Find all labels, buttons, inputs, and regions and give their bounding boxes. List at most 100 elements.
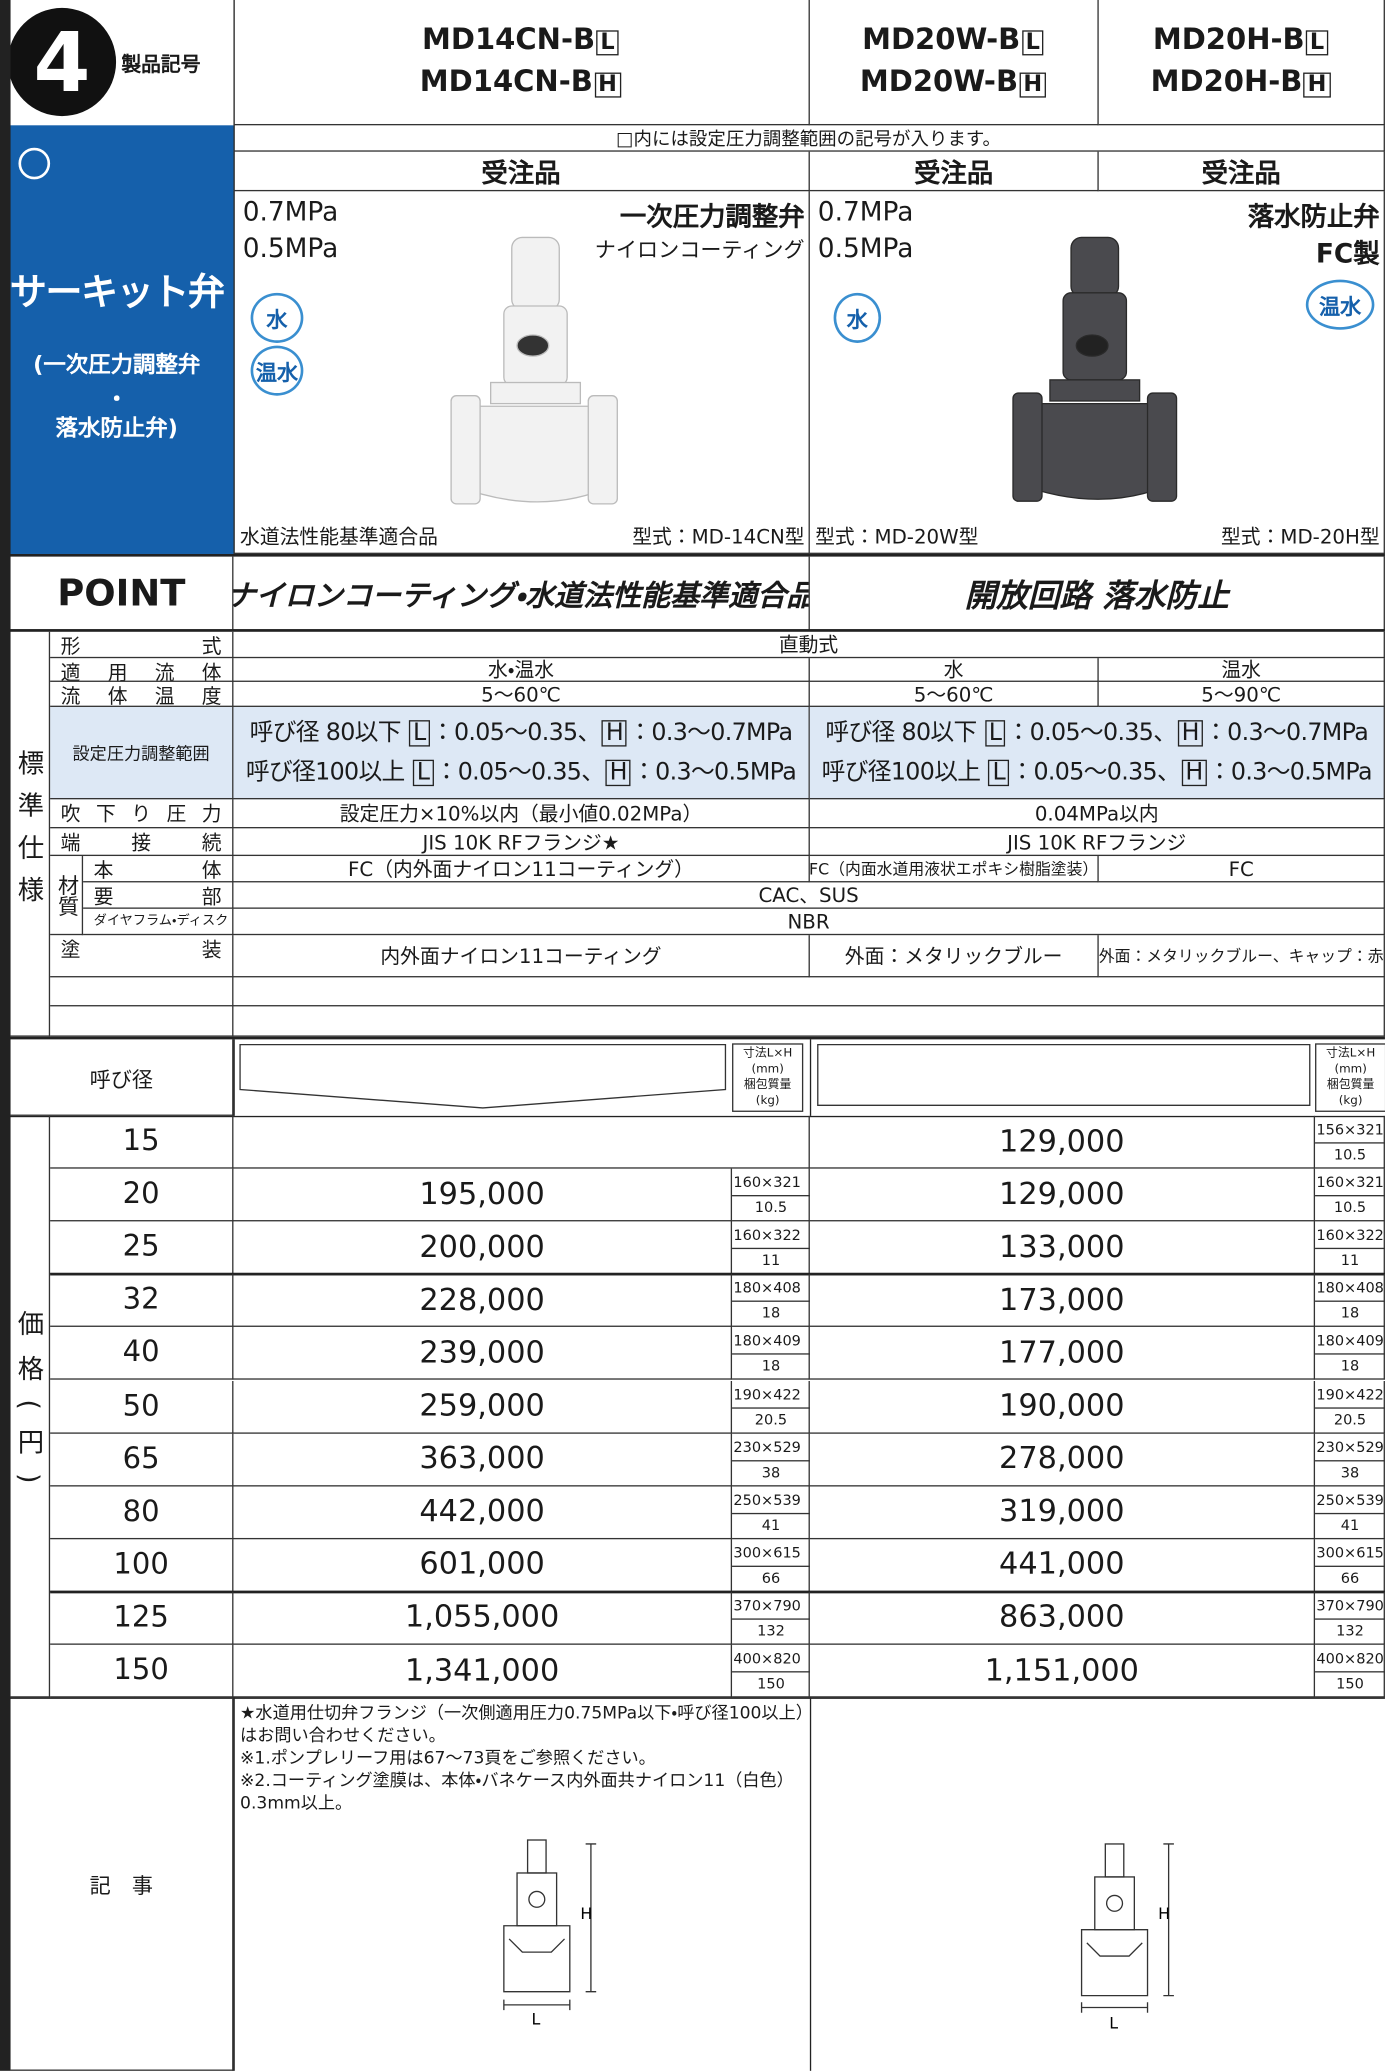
header-box xyxy=(817,1043,1311,1106)
weight: 150 xyxy=(757,1675,785,1693)
model-name: MD20W-B L xyxy=(862,20,1045,62)
price: 129,000 xyxy=(809,1115,1316,1169)
spec-empty xyxy=(50,1006,234,1037)
spec-label: ダイヤフラム・ディスク xyxy=(83,908,234,936)
dim: 300×615 xyxy=(732,1540,810,1567)
spec-value: JIS 10K RFフランジ★ xyxy=(233,828,810,857)
size: 20 xyxy=(50,1168,234,1222)
rule xyxy=(809,1039,812,1116)
rule xyxy=(0,629,1385,632)
spec-value: JIS 10K RFフランジ xyxy=(809,828,1385,857)
dim: 190×422 xyxy=(1315,1382,1385,1409)
dim: 160×321 xyxy=(732,1170,810,1197)
text-part: ：0.05～0.35、 xyxy=(1006,718,1177,746)
text-part: 呼び径100以上 xyxy=(245,757,412,786)
dim: 400×820 xyxy=(732,1646,810,1673)
notes-text: ★水道用仕切弁フランジ（一次側適用圧力0.75MPa以下・呼び径100以上）はお… xyxy=(240,1703,805,1861)
dim-cell: 180×408 18 xyxy=(1315,1274,1385,1328)
product-type: 一次圧力調整弁 xyxy=(619,200,805,233)
category-band xyxy=(0,125,234,554)
model-base: MD14CN-B xyxy=(422,23,596,57)
text-part: ：0.3～0.5MPa xyxy=(1207,757,1373,786)
weight: 11 xyxy=(1340,1252,1360,1270)
dim-header-text: 寸法L×H xyxy=(1326,1047,1376,1061)
model-base: MD20H-B xyxy=(1152,23,1305,57)
range-code: H xyxy=(1177,719,1203,746)
model-type: 型式：MD-20H型 xyxy=(1221,524,1380,549)
weight: 66 xyxy=(761,1569,781,1587)
spec-value: 直動式 xyxy=(233,631,1385,659)
dim-cell: 370×790 132 xyxy=(1315,1591,1385,1645)
price-empty xyxy=(233,1115,810,1169)
model-name: MD20H-B L xyxy=(1153,20,1330,62)
dim-cell: 250×539 41 xyxy=(732,1486,810,1539)
spec-value: 0.04MPa以内 xyxy=(809,799,1385,829)
header-label: 製品記号 xyxy=(121,52,201,77)
rule xyxy=(0,0,11,2071)
spec-value: 5～60℃ xyxy=(233,681,810,707)
range-code: L xyxy=(988,759,1010,786)
spec-label: 塗装 xyxy=(50,935,234,978)
dim: 370×790 xyxy=(732,1593,810,1620)
dimension-label: H xyxy=(580,1904,592,1923)
dim-cell: 156×321 10.5 xyxy=(1315,1115,1385,1169)
price: 259,000 xyxy=(233,1380,733,1434)
header-arrow-box xyxy=(239,1043,727,1109)
price: 1,151,000 xyxy=(809,1644,1316,1698)
dim-header-text: 寸法L×H xyxy=(743,1047,793,1061)
dim-cell: 180×409 18 xyxy=(1315,1327,1385,1381)
weight: 38 xyxy=(1340,1463,1360,1481)
weight: 132 xyxy=(757,1622,785,1640)
spec-value: 呼び径 80以下 L ：0.05～0.35、 H ：0.3～0.7MPa 呼び径100以… xyxy=(809,706,1385,800)
range-code: H xyxy=(601,719,627,746)
price: 363,000 xyxy=(233,1433,733,1487)
rule xyxy=(0,1115,1385,1118)
model-name: MD20W-B H xyxy=(860,62,1048,104)
dim-header-text: (mm) xyxy=(1334,1063,1367,1077)
dimension-drawing xyxy=(503,1839,597,2011)
price: 190,000 xyxy=(809,1380,1316,1434)
product-a xyxy=(233,191,810,554)
size: 40 xyxy=(50,1327,234,1381)
text-part: 呼び径 80以下 xyxy=(249,718,408,746)
price: 442,000 xyxy=(233,1486,733,1539)
logo xyxy=(18,147,51,180)
spec-value: FC xyxy=(1098,856,1385,883)
model-type: 型式：MD-14CN型 xyxy=(632,524,805,549)
text-part: ：0.3～0.7MPa xyxy=(1204,718,1369,746)
dim-header-text: (kg) xyxy=(755,1094,780,1108)
dim-header: 寸法L×H (mm) 梱包質量 (kg) xyxy=(732,1043,804,1112)
price: 228,000 xyxy=(233,1274,733,1328)
dim-cell: 400×820 150 xyxy=(1315,1644,1385,1698)
category-subtitle: 落水防止弁) xyxy=(55,415,178,442)
price: 129,000 xyxy=(809,1168,1316,1222)
note-item: ※1.ポンプレリーフ用は67～73頁をご参照ください。 xyxy=(240,1749,656,1769)
rule xyxy=(0,553,1385,557)
badge: 4 xyxy=(7,7,117,117)
dim-cell: 370×790 132 xyxy=(732,1591,810,1645)
model-type: 型式：MD-20W型 xyxy=(815,524,979,549)
dimension-drawing xyxy=(1080,1843,1174,2013)
model-base: MD20H-B xyxy=(1150,65,1303,99)
category-subtitle: ・ xyxy=(105,386,128,413)
price: 278,000 xyxy=(809,1433,1316,1487)
dim: 160×322 xyxy=(1315,1223,1385,1250)
rule xyxy=(0,1036,1385,1040)
text-part: ：0.05～0.35、 xyxy=(430,718,601,746)
price: 1,055,000 xyxy=(233,1591,733,1645)
category-title: サーキット弁 xyxy=(9,270,225,314)
dimension-label: L xyxy=(1109,2014,1118,2033)
dim: 300×615 xyxy=(1315,1540,1385,1567)
size: 15 xyxy=(50,1115,234,1169)
price: 173,000 xyxy=(809,1274,1316,1328)
dim-cell: 400×820 150 xyxy=(732,1644,810,1698)
dim-cell: 180×408 18 xyxy=(732,1274,810,1328)
dim-cell: 180×409 18 xyxy=(732,1327,810,1381)
weight: 10.5 xyxy=(1333,1146,1367,1164)
fluid-icon: 温水 xyxy=(250,345,304,396)
text-part: ：0.3～0.5MPa xyxy=(632,757,797,786)
weight: 18 xyxy=(761,1304,781,1323)
pressure: 0.7MPa xyxy=(242,195,339,227)
valve-photo-white xyxy=(450,236,618,505)
